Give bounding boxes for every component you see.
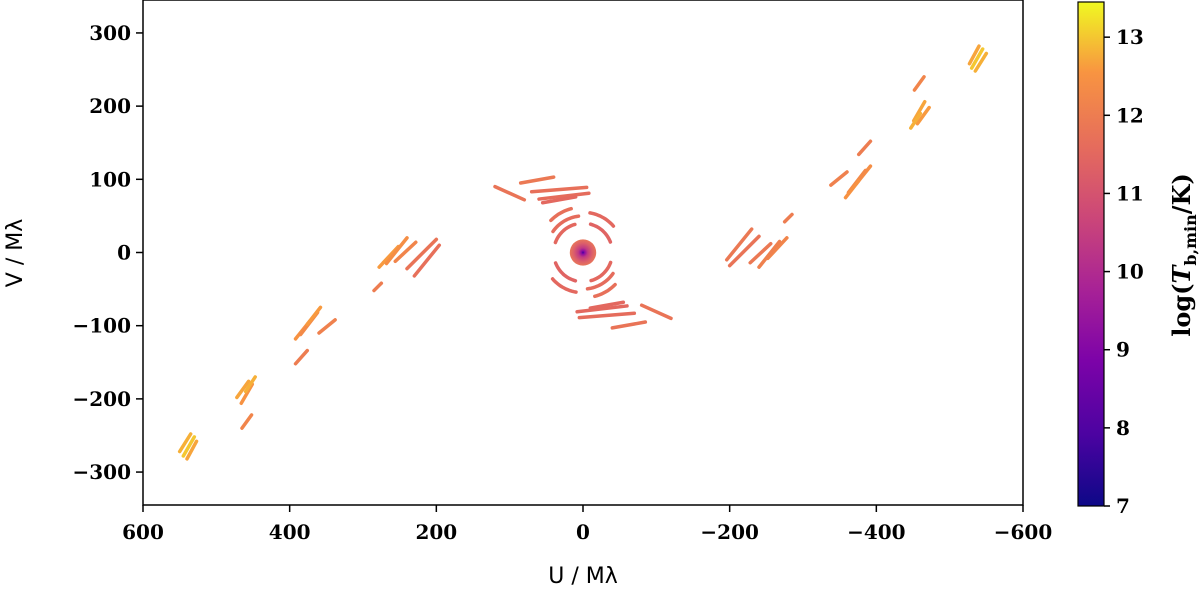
colorbar-tick-label: 7 [1116,494,1130,518]
y-tick-label: −100 [72,314,131,338]
x-tick-label: 400 [269,520,311,544]
colorbar-ticks: 7 8 9 10 11 12 13 [1104,25,1144,518]
x-tick-label: 600 [122,520,164,544]
uv-track [372,281,384,293]
colorbar-gradient [1077,1,1105,507]
uv-track [243,375,257,394]
plot-area: 600 400 200 0 −200 −400 −600 300 200 100 0 −100 −20… [72,0,1052,544]
uv-arc [593,282,617,299]
uv-arc [588,211,616,228]
y-axis-label: V / Mλ [3,219,28,287]
uv-arc [553,261,578,283]
y-axis-ticks: 300 200 100 0 −100 −200 −300 [72,21,143,484]
colorbar-tick-label: 10 [1116,260,1144,284]
uv-track [575,304,629,314]
x-axis-label: U / Mλ [548,564,618,589]
x-tick-label: −600 [994,520,1053,544]
uv-track [493,184,527,202]
uv-track [912,75,926,92]
uv-track [588,300,626,310]
uv-track [181,435,197,458]
uv-track [537,191,591,201]
uv-track [829,170,849,187]
uv-arc [551,214,581,234]
uv-track [724,227,754,262]
uv-track [529,185,589,194]
colorbar-label: log(Tb,min/K) [1167,173,1200,337]
x-tick-label: 0 [576,520,590,544]
x-tick-label: −200 [700,520,759,544]
colorbar-tick-label: 11 [1116,181,1144,205]
uv-track [969,47,985,70]
y-tick-label: −300 [72,460,131,484]
uv-track [393,240,418,264]
uv-arc [549,206,573,223]
uv-track [235,379,251,400]
uv-track [639,303,673,321]
uv-track [843,179,861,200]
colorbar: 7 8 9 10 11 12 13 log(Tb,min/K) [1077,1,1200,518]
x-axis-ticks: 600 400 200 0 −200 −400 −600 [122,505,1052,544]
x-tick-label: −400 [847,520,906,544]
uv-track [909,111,923,130]
data-marks [177,44,989,461]
uv-track [185,439,199,461]
core-disk [569,239,597,266]
uv-track [856,139,873,157]
colorbar-tick-label: 8 [1116,416,1130,440]
uv-arc [553,222,577,245]
uv-track [967,44,981,66]
uv-track [293,348,310,366]
colorbar-tick-label: 13 [1116,25,1144,49]
x-tick-label: 200 [415,520,457,544]
uv-track [305,305,323,326]
y-tick-label: −200 [72,387,131,411]
colorbar-tick-label: 12 [1116,103,1144,127]
uv-track [757,239,782,269]
uv-track [412,243,442,278]
uv-track [727,234,761,268]
uv-track [610,320,648,330]
y-tick-label: 300 [89,21,131,45]
y-tick-label: 100 [89,167,131,191]
uv-track [577,311,637,320]
uv-arc [589,260,613,283]
uv-arc [585,271,615,291]
uv-track [973,51,989,73]
uv-track [405,237,439,271]
uv-arc [588,222,613,244]
colorbar-tick-label: 9 [1116,338,1130,362]
uv-track [317,318,337,335]
uv-arc [550,277,578,294]
uv-track [518,175,556,185]
uv-track [177,432,193,454]
uv-track [384,236,409,266]
uv-track [540,195,578,205]
y-tick-label: 200 [89,94,131,118]
uv-track [240,413,254,430]
uv-track [782,212,794,224]
y-tick-label: 0 [117,241,131,265]
uv-track [915,105,931,126]
uv-track [748,241,773,265]
